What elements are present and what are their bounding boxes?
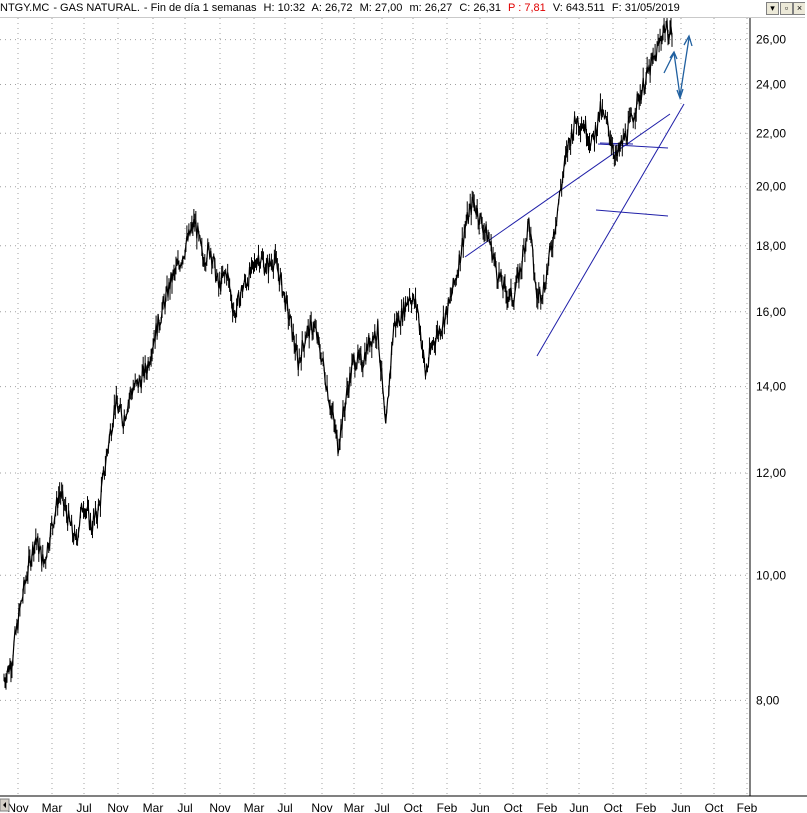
price-series [3, 18, 673, 690]
price-line [3, 19, 673, 685]
x-tick-label: Jun [569, 801, 588, 813]
y-tick-label: 20,00 [756, 180, 786, 194]
x-tick-label: Feb [437, 801, 458, 813]
x-tick-label: Nov [311, 801, 332, 813]
y-tick-label: 16,00 [756, 305, 786, 319]
y-tick-label: 22,00 [756, 126, 786, 140]
x-tick-label: Mar [244, 801, 265, 813]
date-value: 31/05/2019 [624, 2, 680, 14]
price-chart[interactable]: 8,00 10,00 12,00 14,00 16,00 18,00 20,00 22,00 2… [0, 18, 807, 813]
y-tick-label: 14,00 [756, 380, 786, 394]
trendline-lower-channel [536, 103, 685, 357]
y-tick-label: 24,00 [756, 77, 786, 91]
y-tick-label: 26,00 [756, 33, 786, 47]
x-axis-labels: Nov Mar Jul Nov Mar Jul Nov Mar Jul Nov Mar Jul Oct F… [7, 801, 757, 813]
x-tick-label: Oct [504, 801, 523, 813]
y-tick-label: 18,00 [756, 239, 786, 253]
projection-arrowhead-up [683, 34, 693, 47]
x-tick-label: Jun [470, 801, 489, 813]
x-tick-label: Feb [537, 801, 558, 813]
x-tick-label: Jul [76, 801, 91, 813]
x-tick-label: Nov [7, 801, 28, 813]
x-tick-label: Nov [107, 801, 128, 813]
close-value: 26,31 [473, 2, 501, 14]
minimize-button[interactable]: ▾ [766, 2, 779, 15]
x-tick-label: Jul [277, 801, 292, 813]
restore-button[interactable]: ▫ [780, 2, 793, 15]
volume-value: 643.511 [565, 2, 605, 14]
x-tick-label: Jul [177, 801, 192, 813]
open-value: 26,72 [325, 2, 353, 14]
x-tick-label: Jul [374, 801, 389, 813]
x-tick-label: Oct [404, 801, 423, 813]
x-tick-label: Feb [737, 801, 758, 813]
close-button[interactable]: × [793, 2, 805, 15]
x-tick-label: Oct [705, 801, 724, 813]
name-label: GAS NATURAL. [60, 2, 140, 14]
trendline-flag-top [597, 143, 669, 149]
y-axis-labels: 8,00 10,00 12,00 14,00 16,00 18,00 20,00 22,00 2… [756, 33, 786, 708]
y-tick-label: 10,00 [756, 568, 786, 582]
trendline-flag-bottom [595, 209, 669, 217]
hour-value: 10:32 [277, 2, 306, 14]
scroll-left-icon [3, 802, 6, 808]
symbol-label: NTGY.MC [0, 2, 50, 14]
projection-arrows [663, 34, 693, 100]
x-tick-label: Mar [42, 801, 63, 813]
x-tick-label: Mar [344, 801, 365, 813]
trendline-upper-channel [464, 113, 671, 258]
y-tick-label: 12,00 [756, 466, 786, 480]
x-tick-label: Oct [604, 801, 623, 813]
projection-path [663, 37, 690, 97]
projection-arrowhead-down [676, 88, 684, 100]
x-tick-label: Mar [143, 801, 164, 813]
x-tick-label: Nov [209, 801, 230, 813]
x-tick-label: Feb [636, 801, 657, 813]
y-tick-label: 8,00 [756, 693, 780, 707]
projection-arrowhead-top [669, 50, 678, 60]
trendlines[interactable] [464, 103, 685, 357]
var-value: 7,81 [524, 2, 546, 14]
x-tick-label: Jun [671, 801, 690, 813]
chart-title-bar: NTGY.MC - GAS NATURAL. - Fin de día 1 sema… [0, 0, 805, 18]
period-label: Fin de día 1 semanas [150, 2, 257, 14]
low-value: 26,27 [424, 2, 453, 14]
high-value: 27,00 [374, 2, 403, 14]
grid-lines [0, 18, 750, 796]
